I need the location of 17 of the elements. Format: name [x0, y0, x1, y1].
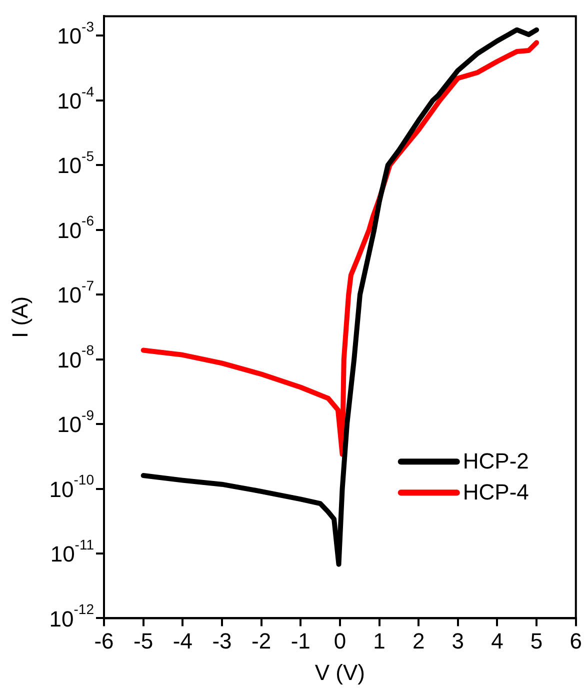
x-tick-label: -4 — [172, 628, 192, 654]
x-tick-label: 4 — [491, 628, 504, 654]
y-axis-title: I (A) — [7, 296, 32, 338]
x-tick-label: 1 — [373, 628, 386, 654]
x-tick-label: 5 — [530, 628, 543, 654]
legend-label: HCP-4 — [462, 480, 529, 505]
x-tick-label: -6 — [94, 628, 114, 654]
legend-label: HCP-2 — [462, 448, 529, 474]
x-tick-label: -3 — [212, 628, 232, 654]
x-tick-label: -1 — [290, 628, 310, 654]
x-tick-label: -5 — [134, 628, 154, 654]
x-tick-label: 0 — [334, 628, 346, 654]
x-axis-title: V (V) — [314, 660, 366, 685]
x-tick-label: 2 — [412, 628, 425, 654]
x-tick-label: 3 — [452, 628, 464, 654]
x-tick-label: 6 — [570, 628, 582, 654]
x-tick-label: -2 — [252, 628, 272, 654]
